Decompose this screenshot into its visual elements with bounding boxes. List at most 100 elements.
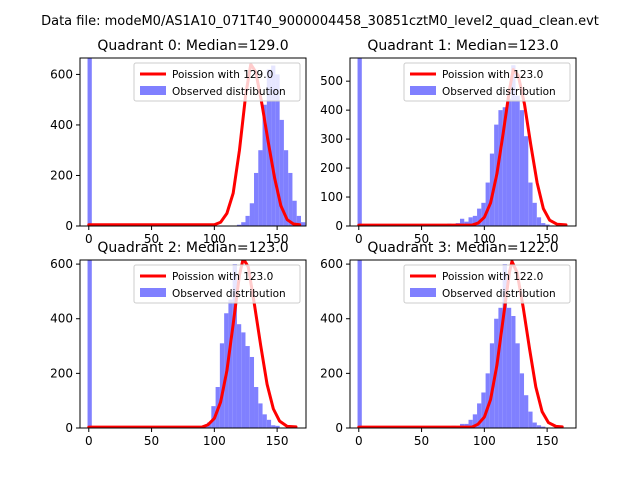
panel-title: Quadrant 2: Median=123.0 [97,240,288,256]
legend-bars-label: Observed distribution [172,288,286,300]
x-tick-label: 150 [266,434,289,448]
legend-bars-swatch [410,288,436,297]
y-tick-label: 500 [320,74,343,88]
histogram-bar [236,324,242,428]
x-tick-label: 50 [144,434,159,448]
y-tick-label: 300 [320,132,343,146]
histogram-bar [485,373,490,428]
figure-suptitle: Data file: modeM0/AS1A10_071T40_90000044… [41,14,599,29]
y-tick-label: 200 [320,161,343,175]
x-tick-label: 100 [203,232,226,246]
histogram-bar [241,332,246,428]
y-tick-label: 400 [320,103,343,117]
y-tick-label: 0 [335,219,343,233]
histogram-bar [536,217,542,226]
legend-fit-label: Poission with 123.0 [172,271,273,283]
histogram-bar [485,182,490,226]
histogram-bar [502,107,507,226]
legend-bars-label: Observed distribution [172,86,286,98]
histogram-bar [515,95,520,226]
panel-title: Quadrant 1: Median=123.0 [367,38,558,54]
x-tick-label: 100 [473,434,496,448]
histogram-bars [357,260,546,428]
panel-quadrant-3: 0 50 100 150 0 200 400 600 Quadrant 3: Median=12… [320,240,577,448]
histogram-bar [524,136,529,226]
histogram-bar [506,307,512,428]
histogram-bar [519,373,525,428]
histogram-bar [528,182,533,226]
histogram-bar [357,58,362,226]
legend-bars-swatch [410,86,436,95]
histogram-bar [532,422,537,428]
axes-frame [349,57,577,227]
legend-box [133,62,301,102]
legend: Poission with 123.0 Observed distribution [133,264,301,304]
y-tick-label: 600 [320,257,343,271]
histogram-bar [87,58,92,226]
x-tick-label: 150 [266,232,289,246]
poisson-fit-line [357,260,564,428]
panel-quadrant-1: 0 50 100 150 0 100 200 300 400 500 Quadrant 1: Med… [320,38,577,246]
histogram-bar [536,425,542,428]
axes-frame [349,259,577,429]
x-tick-label: 0 [85,232,93,246]
histogram-bar [262,414,267,428]
histogram-bar [262,104,267,226]
y-tick-label: 200 [50,366,73,380]
histogram-bar [283,150,289,226]
panel-title: Quadrant 0: Median=129.0 [97,38,288,54]
legend-bars-swatch [140,86,166,95]
histogram-bar [300,222,306,226]
histogram-bar [296,215,301,226]
y-tick-label: 200 [50,168,73,182]
legend-fit-label: Poission with 122.0 [442,271,543,283]
histogram-bar [511,316,516,428]
histogram-bar [506,98,512,226]
histogram-bar [459,218,465,226]
y-tick-label: 0 [65,219,73,233]
y-tick-label: 600 [50,67,73,81]
panel-quadrant-0: 0 50 100 150 0 200 400 600 Quadrant 0: Median=12… [50,38,307,246]
legend: Poission with 122.0 Observed distribution [403,264,571,304]
axes-frame [79,259,307,429]
histogram-bar [219,343,225,428]
legend: Poission with 129.0 Observed distribution [133,62,301,102]
histogram-bar [275,425,280,428]
legend-bars-label: Observed distribution [442,86,556,98]
histogram-bar [249,203,255,226]
axes-frame [79,57,307,227]
histogram-bar [498,110,503,226]
histogram-bar [528,411,533,428]
histogram-bar [87,260,92,428]
x-tick-label: 0 [85,434,93,448]
histogram-bar [477,403,482,428]
legend-fit-label: Poission with 123.0 [442,69,543,81]
y-tick-label: 100 [320,190,343,204]
legend-fit-label: Poission with 129.0 [172,69,273,81]
histogram-bar [241,222,246,226]
legend: Poission with 123.0 Observed distribution [403,62,571,102]
panel-quadrant-2: 0 50 100 150 0 200 400 600 Quadrant 2: Median=12… [50,240,307,448]
y-tick-label: 400 [50,312,73,326]
histogram-bar [357,260,362,428]
histogram-bar [481,392,486,428]
legend-box [403,62,571,102]
histogram-bar [249,356,255,428]
histogram-bar [477,208,482,226]
panel-title: Quadrant 3: Median=122.0 [367,240,558,256]
plot-area [357,260,564,428]
histogram-bar [519,110,525,226]
legend-bars-swatch [140,288,166,297]
plot-area [87,260,298,428]
histogram-bar [271,65,276,226]
histogram-bar [258,403,263,428]
legend-bars-label: Observed distribution [442,288,556,300]
histogram-bar [472,414,478,428]
histogram-bar [472,215,478,226]
histogram-bar [275,74,280,226]
histogram-bar [515,343,520,428]
y-tick-label: 0 [335,421,343,435]
x-tick-label: 150 [536,232,559,246]
x-tick-label: 0 [355,232,363,246]
histogram-bar [236,224,242,226]
